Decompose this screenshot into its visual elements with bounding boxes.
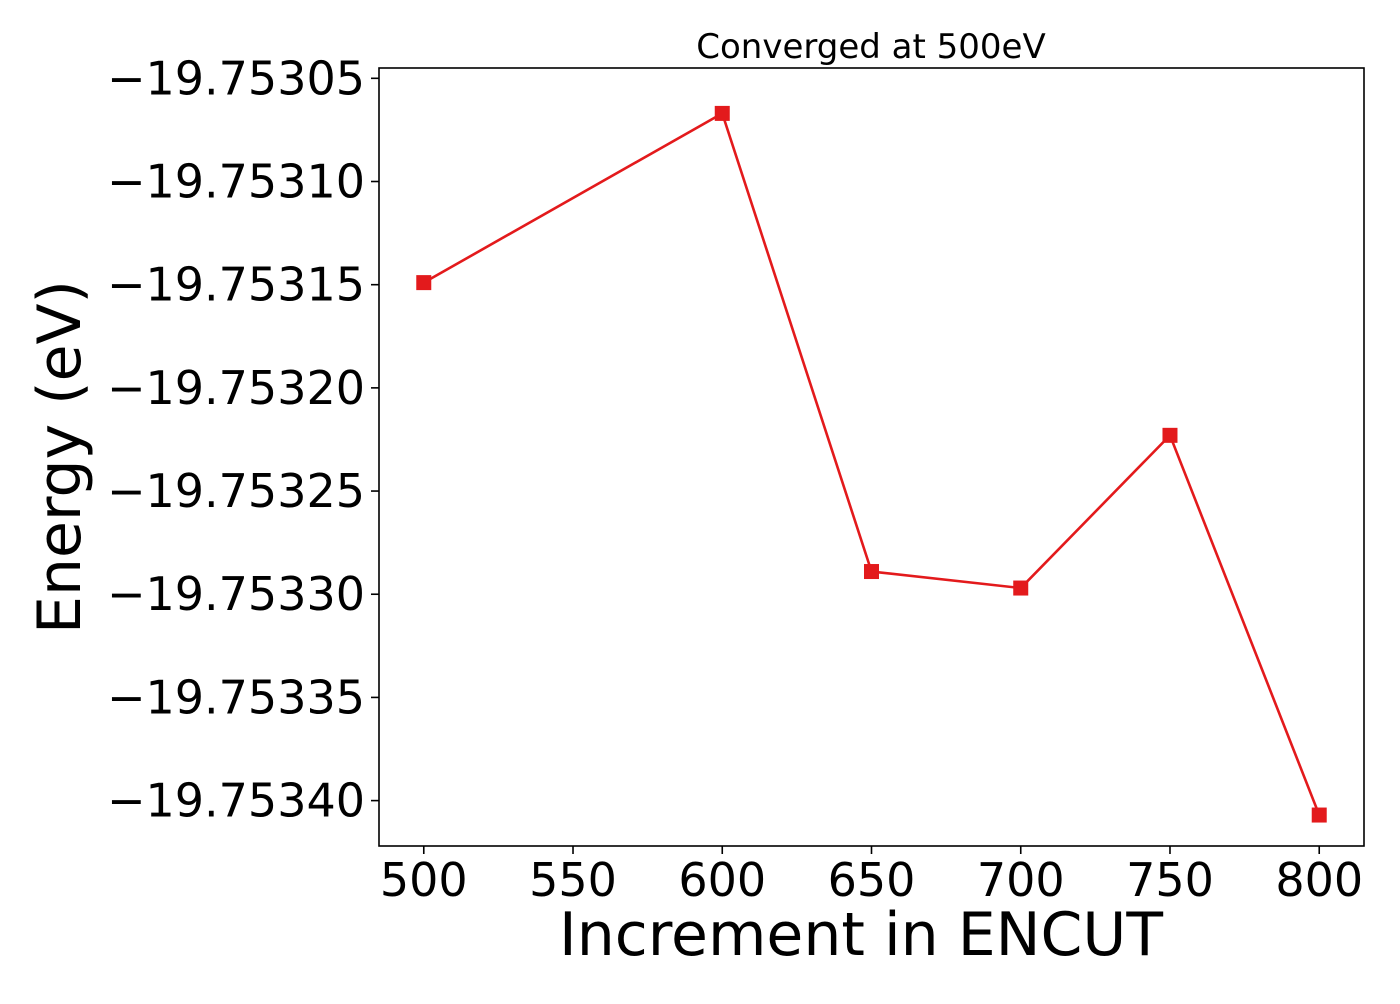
y-tick-label: −19.75325 bbox=[107, 464, 365, 518]
y-tick-label: −19.75340 bbox=[107, 774, 365, 828]
x-tick-label: 500 bbox=[380, 853, 468, 907]
y-tick-label: −19.75315 bbox=[107, 258, 365, 312]
y-tick-label: −19.75320 bbox=[107, 361, 365, 415]
series-layer bbox=[416, 105, 1327, 823]
y-tick-label: −19.75335 bbox=[107, 670, 365, 724]
x-axis-label: Increment in ENCUT bbox=[559, 900, 1163, 970]
x-axis-ticks: 500 550 600 650 700 750 800 bbox=[380, 846, 1363, 907]
x-tick-label: 650 bbox=[828, 853, 916, 907]
y-tick-label: −19.75330 bbox=[107, 567, 365, 621]
x-tick-label: 600 bbox=[678, 853, 766, 907]
data-point-marker bbox=[714, 105, 730, 121]
x-tick-label: 700 bbox=[977, 853, 1065, 907]
data-point-marker bbox=[864, 564, 879, 580]
data-point-marker bbox=[416, 275, 432, 291]
x-tick-label: 750 bbox=[1126, 853, 1214, 907]
data-point-marker bbox=[1311, 807, 1327, 823]
data-point-marker bbox=[1013, 580, 1029, 596]
series-line bbox=[423, 112, 1321, 816]
y-tick-label: −19.75310 bbox=[107, 155, 365, 209]
y-axis-ticks: −19.75305 −19.75310 −19.75315 −19.75320 −19.… bbox=[107, 51, 379, 828]
data-point-marker bbox=[1162, 427, 1178, 443]
x-tick-label: 550 bbox=[529, 853, 617, 907]
y-tick-label: −19.75305 bbox=[107, 51, 365, 105]
y-axis-label: Energy (eV) bbox=[25, 280, 95, 634]
x-tick-label: 800 bbox=[1275, 853, 1363, 907]
plot-area-frame bbox=[378, 67, 1365, 847]
chart-title: Converged at 500eV bbox=[696, 27, 1045, 67]
